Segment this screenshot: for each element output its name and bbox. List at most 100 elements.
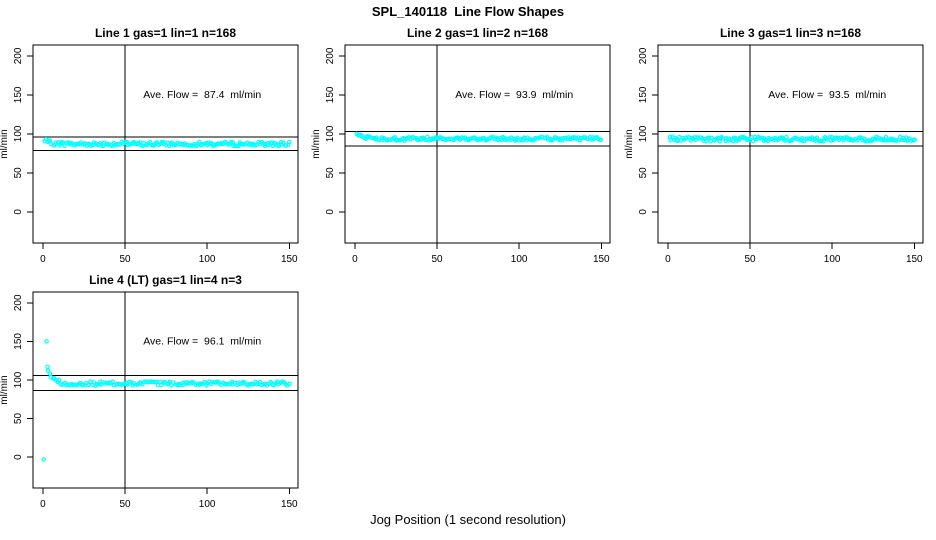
- data-point: [881, 138, 886, 143]
- data-point: [559, 138, 565, 143]
- x-tick-label: 150: [281, 499, 298, 510]
- data-point: [86, 382, 91, 388]
- panel-box: [32, 44, 299, 244]
- data-point: [550, 137, 555, 143]
- x-tick-label: 100: [824, 254, 841, 265]
- panel-title: Line 4 (LT) gas=1 lin=4 n=3: [89, 273, 242, 287]
- data-point: [94, 381, 100, 387]
- x-tick-label: 150: [906, 254, 923, 265]
- data-point: [761, 138, 767, 144]
- y-tick-label: 0: [13, 209, 24, 215]
- y-tick-label: 50: [13, 413, 24, 425]
- data-point: [47, 138, 53, 144]
- y-axis-title: ml/min: [0, 129, 10, 158]
- data-point: [265, 142, 271, 148]
- data-point: [142, 379, 147, 384]
- panel-title: Line 3 gas=1 lin=3 n=168: [720, 26, 861, 40]
- data-point: [799, 135, 805, 141]
- data-point: [45, 368, 51, 374]
- x-tick-label: 100: [511, 254, 528, 265]
- y-tick-label: 100: [13, 371, 24, 388]
- data-point: [883, 134, 889, 140]
- panel-box: [344, 44, 611, 244]
- data-point: [56, 377, 62, 383]
- data-point: [53, 140, 59, 146]
- data-point: [286, 139, 292, 145]
- y-tick-label: 0: [638, 209, 649, 215]
- y-tick-label: 200: [325, 47, 336, 64]
- x-tick-label: 100: [199, 254, 216, 265]
- data-point: [411, 135, 416, 140]
- data-point: [668, 138, 673, 143]
- data-point: [63, 382, 69, 388]
- data-point: [734, 138, 740, 143]
- y-tick-label: 150: [325, 86, 336, 103]
- data-point: [838, 135, 843, 141]
- y-tick-label: 50: [325, 167, 336, 179]
- data-point: [548, 137, 554, 143]
- x-tick-label: 50: [119, 254, 131, 265]
- y-tick-label: 50: [13, 167, 24, 179]
- x-tick-label: 50: [744, 254, 756, 265]
- data-point: [91, 380, 97, 385]
- y-axis-title: ml/min: [311, 129, 322, 158]
- data-point: [265, 141, 271, 146]
- data-point: [115, 141, 120, 147]
- y-tick-label: 200: [638, 47, 649, 64]
- data-point: [893, 138, 899, 143]
- y-tick-label: 100: [638, 125, 649, 142]
- x-tick-label: 0: [665, 254, 671, 265]
- data-point: [170, 380, 176, 385]
- data-point: [874, 134, 879, 140]
- data-point: [801, 138, 807, 144]
- x-tick-label: 50: [119, 499, 131, 510]
- x-tick-label: 50: [431, 254, 443, 265]
- y-tick-label: 0: [13, 454, 24, 460]
- data-point: [857, 135, 863, 140]
- data-point: [537, 135, 542, 140]
- data-point: [225, 381, 231, 387]
- data-point: [197, 139, 202, 145]
- data-point: [819, 138, 824, 144]
- x-tick-label: 150: [593, 254, 610, 265]
- data-point: [446, 136, 452, 142]
- annotation-ave-flow: Ave. Flow = 96.1 ml/min: [143, 335, 261, 347]
- data-point: [598, 137, 604, 143]
- data-point: [843, 135, 848, 140]
- y-tick-label: 100: [325, 125, 336, 142]
- page-title: SPL_140118 Line Flow Shapes: [371, 4, 565, 19]
- data-point: [204, 140, 209, 146]
- data-point: [278, 139, 284, 145]
- data-point: [234, 143, 240, 149]
- data-point: [870, 136, 875, 142]
- x-tick-label: 100: [199, 499, 216, 510]
- data-point: [223, 381, 229, 387]
- data-point: [162, 379, 167, 385]
- y-tick-label: 0: [325, 209, 336, 215]
- data-point: [204, 383, 209, 388]
- data-point: [532, 136, 538, 141]
- data-point: [365, 134, 370, 139]
- x-tick-label: 150: [281, 254, 298, 265]
- y-tick-label: 150: [13, 86, 24, 103]
- data-point: [125, 382, 130, 387]
- y-tick-label: 200: [13, 294, 24, 311]
- x-axis-label: Jog Position (1 second resolution): [370, 512, 566, 527]
- y-tick-label: 100: [13, 125, 24, 142]
- data-point: [757, 135, 763, 141]
- data-point: [186, 380, 191, 386]
- panel-title: Line 1 gas=1 lin=1 n=168: [95, 26, 236, 40]
- annotation-ave-flow: Ave. Flow = 87.4 ml/min: [143, 89, 261, 101]
- data-point: [280, 140, 286, 146]
- x-tick-label: 0: [40, 254, 46, 265]
- data-point: [396, 138, 401, 143]
- y-tick-label: 150: [13, 333, 24, 350]
- panel-box: [657, 44, 924, 244]
- data-point: [814, 135, 820, 141]
- y-tick-label: 150: [638, 86, 649, 103]
- data-point: [387, 137, 392, 143]
- x-tick-label: 0: [352, 254, 358, 265]
- data-point: [684, 135, 689, 140]
